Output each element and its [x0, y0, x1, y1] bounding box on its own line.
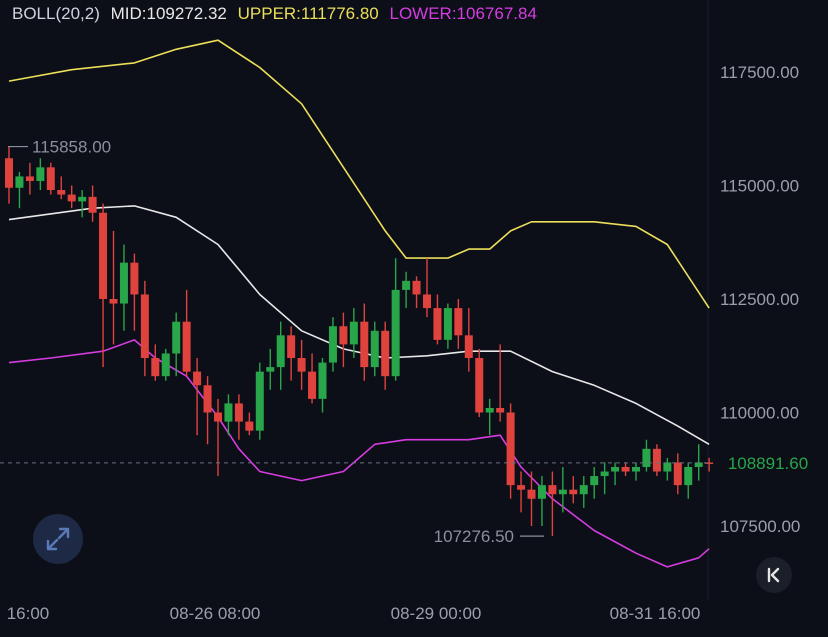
candle-body[interactable]	[234, 403, 243, 422]
indicator-mid-value: MID:109272.32	[110, 4, 227, 23]
high-price-label: 115858.00	[32, 138, 111, 157]
candle-body[interactable]	[663, 462, 672, 472]
candle-body[interactable]	[109, 299, 118, 304]
candle-body[interactable]	[151, 358, 160, 377]
candle-body[interactable]	[558, 489, 567, 495]
y-axis-tick-label: 110000.00	[720, 404, 799, 423]
candle-body[interactable]	[287, 335, 296, 359]
candle-body[interactable]	[360, 321, 369, 368]
candle-body[interactable]	[78, 196, 87, 202]
candle-body[interactable]	[402, 280, 411, 290]
candle-body[interactable]	[443, 308, 452, 340]
boll-lower-line	[8, 339, 710, 568]
candle-body[interactable]	[548, 485, 557, 495]
y-axis-tick-label: 117500.00	[720, 63, 799, 82]
candle-body[interactable]	[349, 321, 358, 345]
candle-body[interactable]	[694, 462, 703, 467]
candle-body[interactable]	[642, 448, 651, 467]
candle-body[interactable]	[255, 371, 264, 431]
candle-body[interactable]	[527, 489, 536, 499]
candle-body[interactable]	[193, 371, 202, 386]
candle-body[interactable]	[297, 358, 306, 372]
candle-body[interactable]	[579, 485, 588, 495]
candle-body[interactable]	[370, 330, 379, 368]
candle-body[interactable]	[36, 167, 45, 181]
y-axis-tick-label: 107500.00	[720, 517, 800, 536]
candle-body[interactable]	[25, 176, 34, 181]
candle-body[interactable]	[266, 367, 275, 372]
candle-body[interactable]	[423, 294, 431, 309]
y-axis-tick-label: 112500.00	[720, 290, 799, 309]
candle-body[interactable]	[5, 158, 13, 188]
x-axis-tick-label: 08-26 08:00	[170, 604, 261, 623]
expand-arrows-icon	[46, 527, 70, 551]
candle-body[interactable]	[140, 294, 149, 359]
candle-body[interactable]	[485, 407, 494, 413]
candle-body[interactable]	[172, 321, 181, 354]
indicator-upper-value: UPPER:111776.80	[237, 4, 379, 23]
candle-body[interactable]	[161, 353, 170, 377]
candle-body[interactable]	[15, 176, 24, 188]
candle-body[interactable]	[99, 212, 108, 299]
candle-body[interactable]	[203, 385, 212, 413]
candle-body[interactable]	[600, 471, 609, 477]
low-price-label: 107276.50	[434, 527, 514, 546]
candle-body[interactable]	[705, 462, 714, 464]
candle-body[interactable]	[88, 196, 97, 213]
candle-body[interactable]	[517, 485, 526, 490]
candle-body[interactable]	[119, 262, 128, 304]
candle-body[interactable]	[182, 321, 191, 372]
candle-body[interactable]	[537, 485, 546, 499]
candle-body[interactable]	[632, 466, 640, 472]
candle-body[interactable]	[464, 335, 473, 359]
candle-body[interactable]	[328, 326, 337, 363]
candle-body[interactable]	[475, 358, 484, 413]
candle-body[interactable]	[569, 489, 578, 495]
candle-body[interactable]	[67, 194, 76, 202]
candle-body[interactable]	[318, 362, 327, 399]
indicator-name: BOLL(20,2)	[12, 4, 100, 23]
candle-body[interactable]	[454, 308, 463, 336]
candle-body[interactable]	[433, 308, 442, 340]
indicator-lower-value: LOWER:106767.84	[389, 4, 537, 23]
y-axis-tick-label: 115000.00	[720, 177, 799, 196]
candle-body[interactable]	[308, 371, 317, 399]
scroll-to-latest-icon	[767, 567, 780, 583]
candle-body[interactable]	[590, 476, 599, 486]
candle-body[interactable]	[391, 289, 400, 377]
candle-body[interactable]	[621, 466, 630, 472]
x-axis-tick-label: 08-29 00:00	[391, 604, 482, 623]
candle-body[interactable]	[684, 466, 693, 486]
candle-body[interactable]	[652, 448, 661, 472]
current-price-label: 108891.60	[728, 454, 808, 473]
candle-body[interactable]	[46, 167, 55, 191]
candle-body[interactable]	[245, 421, 254, 431]
candle-body[interactable]	[276, 335, 285, 368]
candle-body[interactable]	[214, 412, 222, 422]
candle-body[interactable]	[673, 462, 682, 486]
indicator-legend: BOLL(20,2) MID:109272.32 UPPER:111776.80…	[12, 4, 543, 24]
candle-body[interactable]	[57, 190, 66, 195]
candle-body[interactable]	[412, 280, 421, 295]
candle-body[interactable]	[506, 412, 515, 486]
candle-body[interactable]	[381, 330, 390, 377]
scroll-to-latest-button[interactable]	[756, 557, 792, 593]
x-axis-tick-label: 16:00	[7, 604, 50, 623]
x-axis-tick-label: 08-31 16:00	[610, 604, 701, 623]
expand-chart-button[interactable]	[33, 514, 83, 564]
candle-body[interactable]	[130, 262, 139, 295]
boll-upper-line	[8, 39, 710, 309]
candle-body[interactable]	[496, 407, 505, 413]
candle-body[interactable]	[339, 326, 348, 345]
candle-body[interactable]	[611, 466, 620, 472]
candle-body[interactable]	[224, 403, 233, 422]
